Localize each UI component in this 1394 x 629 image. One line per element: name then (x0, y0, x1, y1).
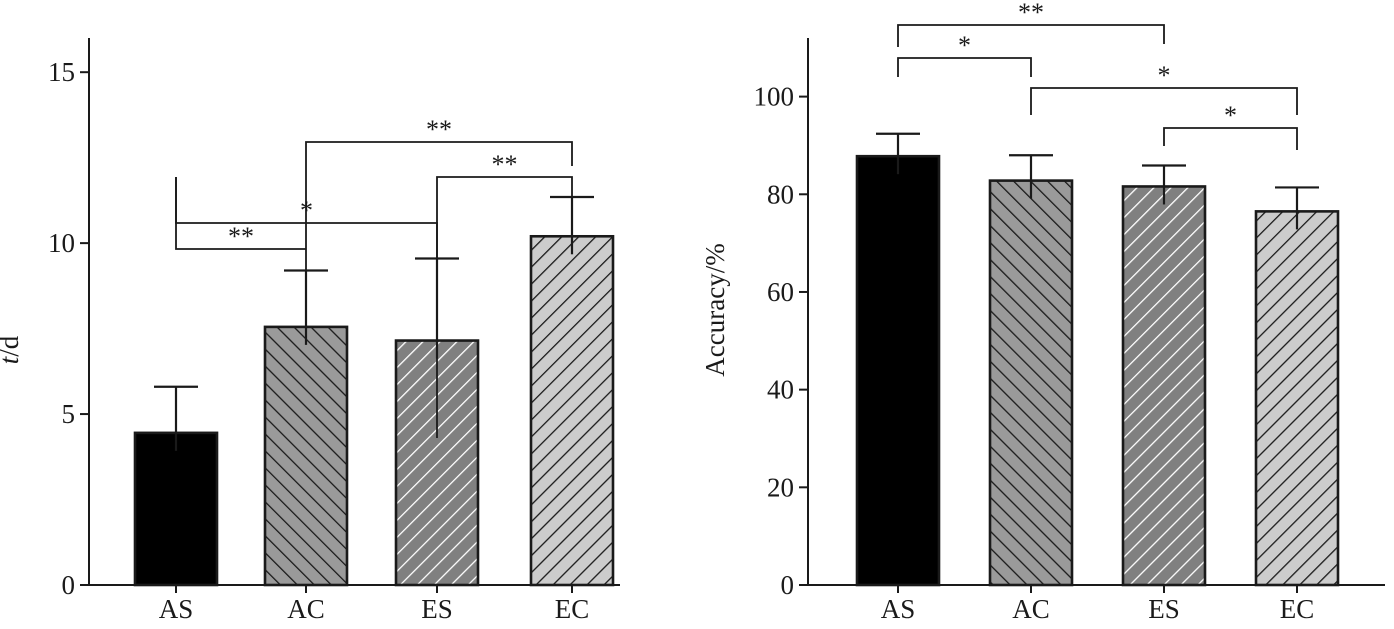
bar-ac (263, 325, 349, 587)
x-tick-label: AS (159, 594, 194, 624)
bar-ec (1254, 210, 1340, 587)
significance-label: ** (1018, 0, 1044, 27)
bar-as (855, 154, 941, 587)
significance-label: ** (492, 150, 518, 179)
significance-bracket (305, 141, 573, 306)
y-tick-label: 40 (767, 375, 794, 405)
significance-label: * (1158, 61, 1171, 90)
significance-bracket (897, 24, 1165, 47)
x-tick-label: EC (555, 594, 590, 624)
x-tick-label: AS (881, 594, 916, 624)
significance-bracket (1163, 127, 1298, 150)
bar-ac (988, 179, 1074, 587)
bar-ec (529, 234, 615, 587)
y-tick-label: 0 (62, 570, 76, 600)
x-tick-label: AC (287, 594, 325, 624)
x-tick-label: ES (421, 594, 453, 624)
bar-es (1121, 185, 1207, 587)
bar-as (133, 431, 219, 587)
x-tick-label: ES (1148, 594, 1180, 624)
y-tick-label: 60 (767, 277, 794, 307)
significance-label: * (958, 31, 971, 60)
y-tick-label: 80 (767, 179, 794, 209)
x-tick-label: EC (1280, 594, 1315, 624)
y-tick-label: 15 (48, 57, 75, 87)
significance-label: ** (426, 115, 452, 144)
y-tick-label: 0 (781, 570, 795, 600)
significance-bracket (897, 57, 1032, 77)
y-axis-label: t/d (0, 335, 24, 364)
significance-label: * (1224, 101, 1237, 130)
y-tick-label: 5 (62, 399, 76, 429)
y-tick-label: 20 (767, 472, 794, 502)
significance-bracket (1030, 87, 1298, 115)
significance-bracket (436, 176, 573, 438)
significance-label: ** (228, 222, 254, 251)
x-tick-label: AC (1012, 594, 1050, 624)
y-tick-label: 10 (48, 228, 75, 258)
y-axis-label: Accuracy/% (700, 243, 730, 376)
y-tick-label: 100 (754, 82, 795, 112)
